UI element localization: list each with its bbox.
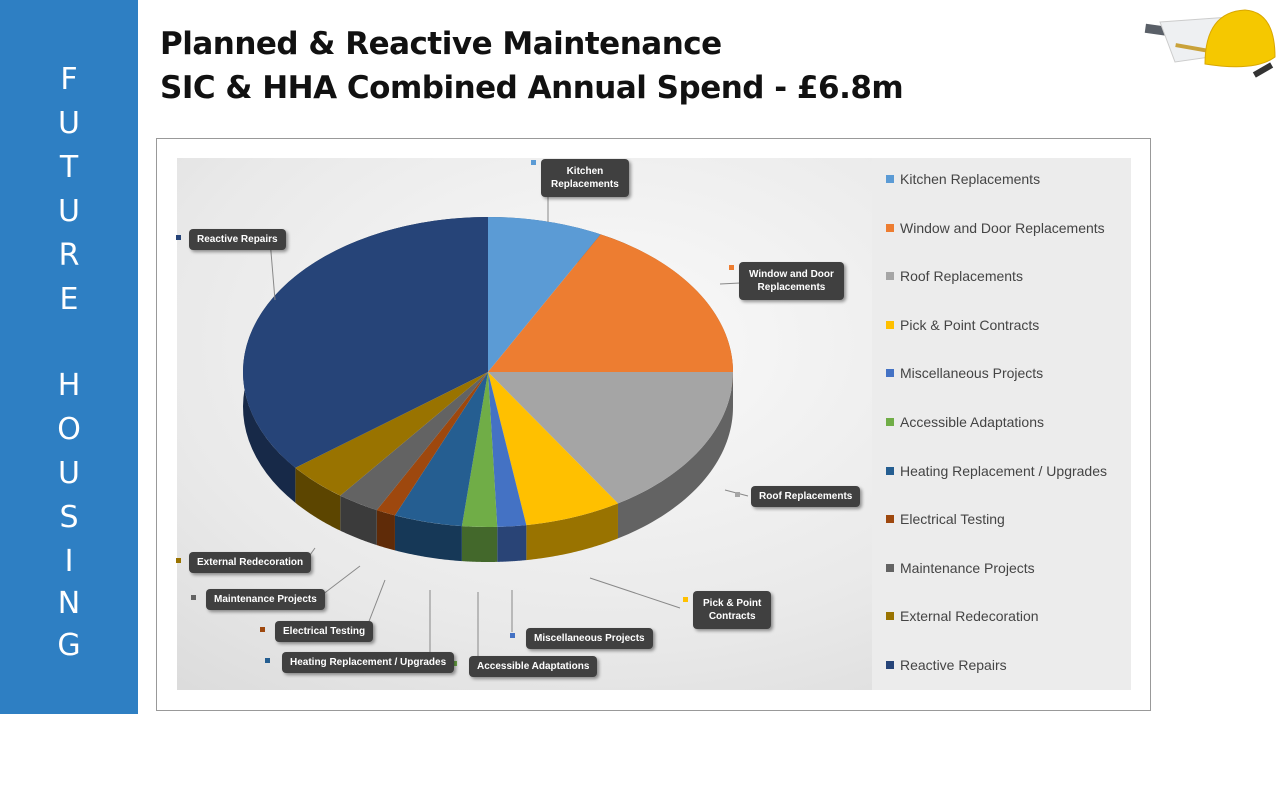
- data-callout: Pick & Point Contracts: [693, 591, 772, 629]
- legend-item: Heating Replacement / Upgrades: [886, 463, 1107, 479]
- legend-label: Window and Door Replacements: [900, 219, 1105, 236]
- sidebar-letter: U: [58, 194, 80, 229]
- callout-marker: [735, 492, 740, 497]
- legend-swatch: [886, 175, 894, 183]
- leader-line: [317, 565, 361, 599]
- leader-line: [719, 282, 741, 285]
- legend-label: Pick & Point Contracts: [900, 316, 1040, 333]
- callout-marker: [683, 597, 688, 602]
- sidebar-letter: O: [57, 412, 81, 447]
- pie-slice[interactable]: [394, 372, 488, 527]
- sidebar-letter: F: [60, 62, 78, 97]
- leader-line: [269, 239, 276, 301]
- pie-slice-side: [617, 372, 733, 539]
- callout-marker: [531, 160, 536, 165]
- legend-swatch: [886, 466, 894, 475]
- data-callout: Reactive Repairs: [189, 229, 286, 250]
- pie-slice[interactable]: [242, 217, 488, 468]
- callout-marker: [176, 558, 181, 563]
- pie-slice[interactable]: [340, 372, 488, 511]
- pie-slice[interactable]: [295, 372, 488, 496]
- callout-marker: [260, 627, 265, 632]
- sidebar-letter: R: [58, 238, 80, 273]
- title-line-1: Planned & Reactive Maintenance: [160, 26, 722, 62]
- legend-item: Reactive Repairs: [886, 657, 1007, 673]
- sidebar-letter: S: [59, 500, 79, 535]
- data-callout: Accessible Adaptations: [469, 656, 598, 677]
- legend-item: Accessible Adaptations: [886, 414, 1044, 430]
- data-callout: Electrical Testing: [275, 621, 374, 642]
- pie-slice[interactable]: [376, 372, 488, 516]
- legend-item: Window and Door Replacements: [886, 220, 1105, 236]
- legend-item: Pick & Point Contracts: [886, 317, 1039, 333]
- data-callout: Heating Replacement / Upgrades: [282, 652, 455, 673]
- legend-item: Electrical Testing: [886, 511, 1005, 527]
- pie-slice-side: [340, 495, 377, 546]
- data-callout: Miscellaneous Projects: [526, 628, 653, 649]
- leader-line: [589, 577, 681, 609]
- pie-slice[interactable]: [488, 372, 527, 527]
- data-callout: Kitchen Replacements: [541, 159, 629, 197]
- legend-swatch: [886, 272, 894, 281]
- callout-marker: [265, 658, 270, 663]
- legend-label: Reactive Repairs: [900, 657, 1007, 673]
- legend-item: External Redecoration: [886, 608, 1039, 624]
- legend-swatch: [886, 223, 894, 232]
- sidebar-letter: N: [57, 586, 81, 621]
- legend-swatch: [886, 418, 894, 426]
- legend-swatch: [886, 612, 894, 621]
- legend-label: Heating Replacement / Upgrades: [900, 462, 1108, 479]
- legend-item: Maintenance Projects: [886, 560, 1035, 576]
- legend-swatch: [886, 515, 894, 524]
- callout-marker: [452, 661, 457, 666]
- title-line-2: SIC & HHA Combined Annual Spend - £6.8m: [160, 70, 904, 106]
- callout-marker: [176, 235, 181, 240]
- legend-label: External Redecoration: [900, 608, 1039, 625]
- legend-swatch: [886, 563, 894, 572]
- legend-label: Accessible Adaptations: [900, 414, 1044, 430]
- pie-slice-side: [394, 515, 462, 562]
- legend-swatch: [886, 369, 894, 378]
- data-callout: Window and Door Replacements: [739, 262, 844, 300]
- legend-swatch: [886, 661, 894, 669]
- sidebar-letter: I: [64, 544, 74, 579]
- legend-swatch: [886, 320, 894, 329]
- sidebar-letter: T: [59, 150, 79, 185]
- sidebar-letter: U: [58, 456, 80, 491]
- pie-slice-side: [295, 467, 341, 531]
- pie-slice[interactable]: [488, 217, 601, 372]
- pie-slice-side: [526, 503, 618, 561]
- legend-label: Kitchen Replacements: [900, 171, 1041, 187]
- pie-slice-side: [376, 510, 395, 551]
- sidebar-letter: U: [58, 106, 80, 141]
- pie-slice[interactable]: [488, 372, 618, 526]
- legend-item: Kitchen Replacements: [886, 171, 1040, 187]
- data-callout: Roof Replacements: [751, 486, 861, 507]
- legend-item: Roof Replacements: [886, 268, 1023, 284]
- sidebar-letter: H: [57, 368, 81, 403]
- pie-slice[interactable]: [461, 372, 498, 527]
- sidebar-letter: E: [59, 282, 79, 317]
- callout-marker: [510, 633, 515, 638]
- legend: [872, 158, 1131, 690]
- hard-hat-image: [1144, 9, 1276, 78]
- legend-label: Maintenance Projects: [900, 559, 1035, 576]
- pie-slice-side: [461, 526, 498, 562]
- data-callout: External Redecoration: [189, 552, 312, 573]
- callout-marker: [191, 595, 196, 600]
- sidebar-letter: G: [57, 628, 81, 663]
- pie-slice[interactable]: [488, 372, 733, 504]
- pie-slice[interactable]: [488, 234, 733, 372]
- data-callout: Maintenance Projects: [206, 589, 325, 610]
- callout-marker: [729, 265, 734, 270]
- legend-label: Miscellaneous Projects: [900, 365, 1044, 382]
- pie-slice-side: [497, 525, 527, 562]
- legend-label: Roof Replacements: [900, 268, 1023, 285]
- legend-label: Electrical Testing: [900, 511, 1005, 528]
- legend-item: Miscellaneous Projects: [886, 365, 1043, 381]
- leader-line: [367, 579, 386, 625]
